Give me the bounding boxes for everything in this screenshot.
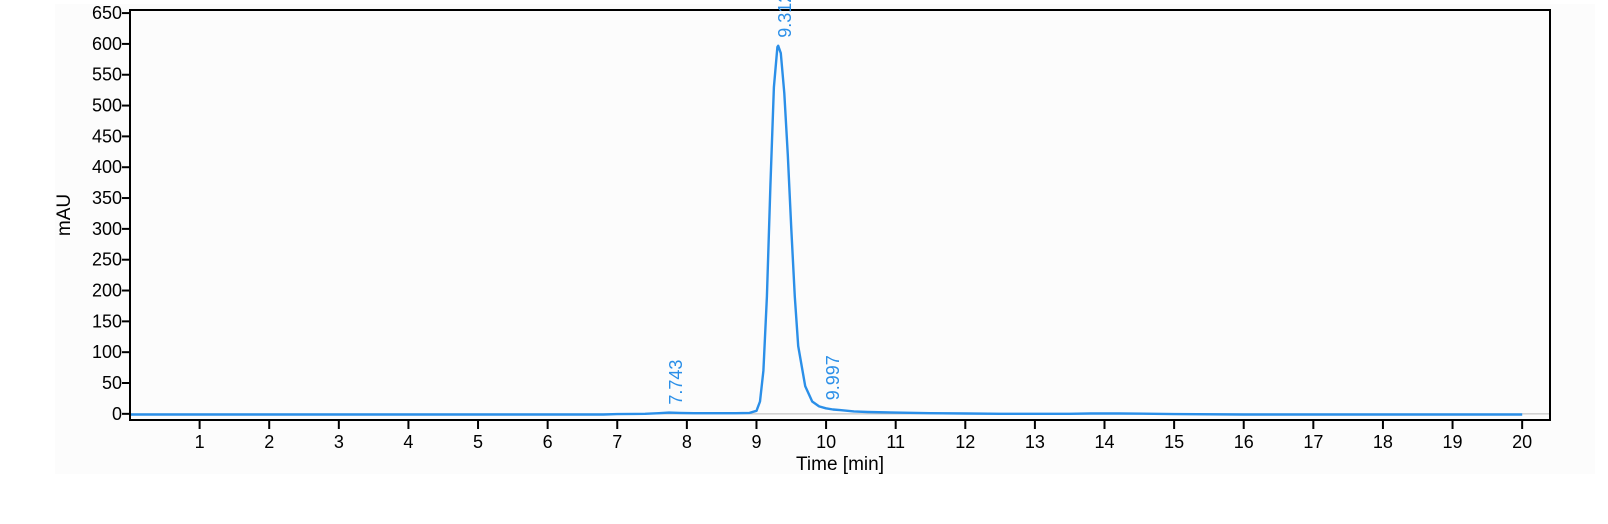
- x-tick-label: 13: [1025, 432, 1045, 452]
- x-tick-label: 1: [195, 432, 205, 452]
- x-tick-label: 8: [682, 432, 692, 452]
- y-tick-label: 300: [92, 219, 122, 239]
- y-tick-label: 100: [92, 342, 122, 362]
- series-line-0: [130, 44, 1523, 416]
- y-axis: 0 50 100 150 200 250 300 350 400 450 500 550 600 650: [92, 3, 130, 424]
- x-axis: 1 2 3 4 5 6 7 8 9 10 11 12 13 14 15 16 17 18 19 20: [195, 420, 1532, 452]
- x-tick-label: 11: [886, 432, 905, 452]
- peak-label: 9.312: [775, 0, 795, 38]
- x-tick-label: 6: [543, 432, 553, 452]
- x-tick-label: 14: [1094, 432, 1114, 452]
- y-tick-label: 350: [92, 188, 122, 208]
- y-tick-label: 450: [92, 126, 122, 146]
- x-tick-label: 19: [1443, 432, 1463, 452]
- x-tick-label: 17: [1303, 432, 1323, 452]
- x-tick-label: 9: [751, 432, 761, 452]
- y-tick-label: 550: [92, 65, 122, 85]
- x-axis-title: Time [min]: [796, 454, 884, 475]
- y-tick-label: 650: [92, 3, 122, 23]
- plot-area: [130, 10, 1550, 420]
- x-tick-label: 15: [1164, 432, 1184, 452]
- y-tick-label: 250: [92, 250, 122, 270]
- x-tick-label: 10: [816, 432, 836, 452]
- y-tick-label: 50: [102, 373, 122, 393]
- plot-frame: [129, 9, 1551, 421]
- peak-label: 7.743: [666, 360, 686, 405]
- peak-label: 9.997: [823, 355, 843, 400]
- x-tick-label: 4: [403, 432, 413, 452]
- y-tick-label: 200: [92, 281, 122, 301]
- y-axis-title: mAU: [54, 194, 75, 236]
- y-tick-label: 0: [112, 404, 122, 424]
- x-tick-label: 12: [955, 432, 975, 452]
- y-tick-label: 400: [92, 157, 122, 177]
- y-tick-label: 150: [92, 311, 122, 331]
- x-tick-label: 3: [334, 432, 344, 452]
- x-tick-label: 5: [473, 432, 483, 452]
- plot-content: [130, 10, 1550, 420]
- y-tick-label: 500: [92, 96, 122, 116]
- x-tick-label: 2: [264, 432, 274, 452]
- x-tick-label: 16: [1234, 432, 1254, 452]
- x-tick-label: 20: [1512, 432, 1532, 452]
- y-tick-label: 600: [92, 34, 122, 54]
- x-tick-label: 18: [1373, 432, 1393, 452]
- peak-annotations: 7.743 9.312 9.997: [666, 0, 843, 405]
- x-tick-label: 7: [612, 432, 622, 452]
